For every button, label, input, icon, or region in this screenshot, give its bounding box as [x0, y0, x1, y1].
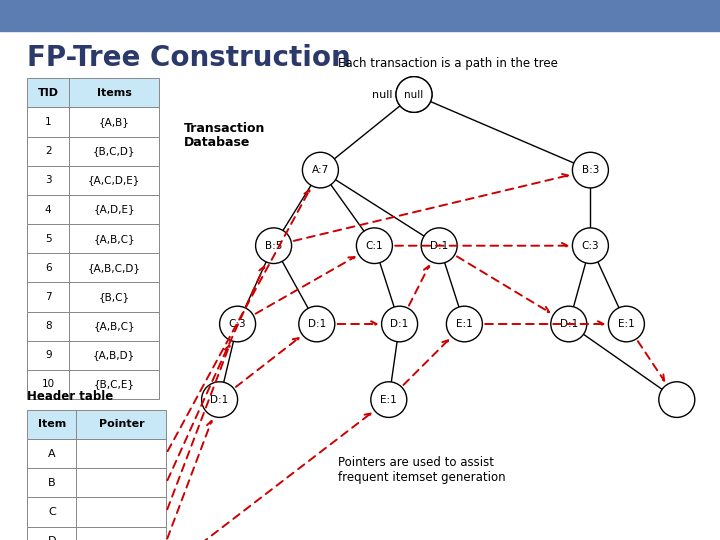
Ellipse shape: [421, 228, 457, 264]
FancyBboxPatch shape: [27, 410, 166, 439]
Ellipse shape: [371, 382, 407, 417]
Bar: [0, 0, 720, 31]
Ellipse shape: [551, 306, 587, 342]
Text: {A,C,D,E}: {A,C,D,E}: [88, 176, 140, 185]
Text: A: A: [48, 449, 55, 458]
Ellipse shape: [572, 228, 608, 264]
Text: E:1: E:1: [618, 319, 635, 329]
Text: B: B: [48, 478, 55, 488]
Text: C: C: [48, 507, 55, 517]
Text: D: D: [48, 536, 56, 540]
Text: 6: 6: [45, 263, 52, 273]
Text: 10: 10: [42, 380, 55, 389]
Text: {A,B,D}: {A,B,D}: [93, 350, 135, 360]
Text: {A,B,C}: {A,B,C}: [94, 321, 135, 331]
Text: E:1: E:1: [456, 319, 473, 329]
Text: {A,B,C,D}: {A,B,C,D}: [88, 263, 140, 273]
FancyBboxPatch shape: [27, 78, 159, 107]
Text: D:1: D:1: [390, 319, 409, 329]
Text: D:1: D:1: [559, 319, 578, 329]
Ellipse shape: [572, 152, 608, 188]
Text: B:3: B:3: [582, 165, 599, 175]
Text: Item: Item: [37, 420, 66, 429]
Text: 9: 9: [45, 350, 52, 360]
Text: Header table: Header table: [27, 390, 114, 403]
Text: B:5: B:5: [265, 241, 282, 251]
Text: 3: 3: [45, 176, 52, 185]
Text: E:1: E:1: [380, 395, 397, 404]
Ellipse shape: [356, 228, 392, 264]
Ellipse shape: [302, 152, 338, 188]
Text: {B,C}: {B,C}: [99, 292, 130, 302]
FancyBboxPatch shape: [27, 224, 159, 253]
Ellipse shape: [299, 306, 335, 342]
Text: C:3: C:3: [582, 241, 599, 251]
FancyBboxPatch shape: [27, 439, 166, 468]
Text: C:3: C:3: [229, 319, 246, 329]
Text: Pointer: Pointer: [99, 420, 144, 429]
FancyBboxPatch shape: [27, 107, 159, 137]
Text: Items: Items: [96, 88, 132, 98]
Ellipse shape: [202, 382, 238, 417]
Text: {A,B,C}: {A,B,C}: [94, 234, 135, 244]
FancyBboxPatch shape: [27, 341, 159, 370]
FancyBboxPatch shape: [27, 312, 159, 341]
Text: {B,C,D}: {B,C,D}: [93, 146, 135, 156]
Text: Transaction
Database: Transaction Database: [184, 122, 265, 150]
Text: null: null: [405, 90, 423, 99]
Ellipse shape: [220, 306, 256, 342]
FancyBboxPatch shape: [27, 253, 159, 282]
Ellipse shape: [396, 77, 432, 112]
Ellipse shape: [608, 306, 644, 342]
FancyBboxPatch shape: [27, 166, 159, 195]
Text: 7: 7: [45, 292, 52, 302]
Text: null: null: [372, 90, 392, 99]
Text: FP-Tree Construction: FP-Tree Construction: [27, 44, 351, 72]
Text: D:1: D:1: [210, 395, 229, 404]
Text: C:1: C:1: [366, 241, 383, 251]
Text: {A,B}: {A,B}: [99, 117, 130, 127]
Text: D:1: D:1: [430, 241, 449, 251]
Text: {A,D,E}: {A,D,E}: [94, 205, 135, 214]
Ellipse shape: [382, 306, 418, 342]
Text: 4: 4: [45, 205, 52, 214]
FancyBboxPatch shape: [27, 526, 166, 540]
Ellipse shape: [659, 382, 695, 417]
FancyBboxPatch shape: [27, 468, 166, 497]
Text: A:7: A:7: [312, 165, 329, 175]
Text: 1: 1: [45, 117, 52, 127]
Text: D:1: D:1: [307, 319, 326, 329]
Text: Pointers are used to assist
frequent itemset generation: Pointers are used to assist frequent ite…: [338, 456, 506, 484]
FancyBboxPatch shape: [27, 195, 159, 224]
Text: {B,C,E}: {B,C,E}: [94, 380, 135, 389]
FancyBboxPatch shape: [27, 282, 159, 312]
FancyBboxPatch shape: [27, 137, 159, 166]
Text: Each transaction is a path in the tree: Each transaction is a path in the tree: [338, 57, 558, 70]
Text: 5: 5: [45, 234, 52, 244]
Text: TID: TID: [37, 88, 59, 98]
Ellipse shape: [446, 306, 482, 342]
Ellipse shape: [396, 77, 432, 112]
Text: 2: 2: [45, 146, 52, 156]
Ellipse shape: [256, 228, 292, 264]
FancyBboxPatch shape: [27, 497, 166, 526]
Text: 8: 8: [45, 321, 52, 331]
FancyBboxPatch shape: [27, 370, 159, 399]
